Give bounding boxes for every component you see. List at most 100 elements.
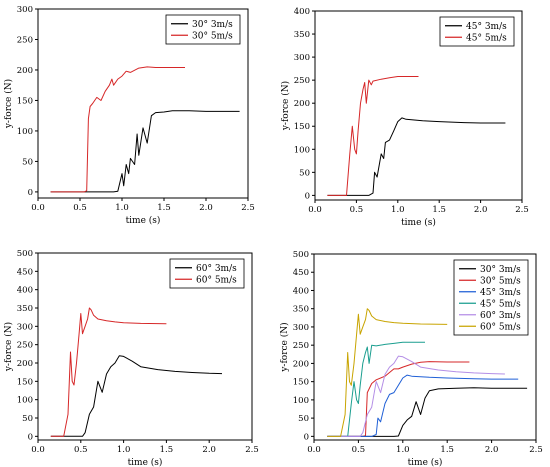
y-tick-label: 0 [28,188,33,198]
legend-entry: 60° 5m/s [480,322,521,332]
x-tick-label: 0.5 [350,205,364,215]
plot-frame [313,253,537,441]
chart-panel-4: 0.0 0.5 1.0 1.5 2.0 2.5 0 50 100 150 200 250 300 350 4… [279,250,543,467]
x-tick-label: 1.5 [440,445,454,455]
series-line-6 [327,308,448,437]
x-axis-title: time (s) [408,457,443,467]
y-tick-label: 150 [294,122,310,132]
legend-entry: 60° 3m/s [196,264,237,274]
legend-entry: 45° 5m/s [480,299,521,309]
x-tick-label: 0.5 [352,445,366,455]
y-tick-label: 500 [293,250,309,260]
y-tick-label: 100 [293,396,309,406]
y-tick-label: 0 [304,432,309,442]
y-tick-label: 200 [294,99,310,109]
x-axis-title: time (s) [126,215,161,226]
y-tick-label: 350 [294,30,310,40]
y-tick-label: 150 [17,377,33,387]
legend-entry: 30° 5m/s [192,31,233,41]
y-tick-label: 150 [17,96,33,106]
x-tick-label: 2.5 [529,445,543,455]
y-tick-label: 0 [305,191,310,201]
y-axis-title: y-force (N) [3,79,14,129]
y-axis-title: y-force (N) [3,322,14,372]
y-tick-label: 250 [17,341,33,351]
series-line-2 [50,307,167,437]
y-tick-label: 250 [294,76,310,86]
legend-box [439,16,515,47]
y-axis-title: y-force (N) [280,81,291,131]
x-tick-label: 0.0 [307,445,321,455]
y-tick-label: 250 [293,341,309,351]
legend-entry: 60° 3m/s [480,311,521,321]
y-tick-label: 50 [22,414,33,424]
y-tick-label: 400 [294,7,310,17]
x-tick-label: 0.0 [308,205,322,215]
y-tick-label: 200 [293,359,309,369]
y-tick-label: 0 [28,432,33,442]
x-tick-label: 1.5 [432,205,446,215]
y-tick-label: 100 [17,127,33,137]
y-tick-label: 400 [17,286,33,296]
plot-frame [37,252,253,441]
x-tick-label: 1.0 [117,445,131,455]
y-tick-label: 350 [293,305,309,315]
y-tick-label: 300 [17,322,33,332]
series-line-1 [327,387,528,437]
y-tick-label: 300 [293,323,309,333]
y-tick-label: 50 [298,414,309,424]
y-tick-label: 250 [17,35,33,45]
series-line-1 [50,110,240,193]
series-line-5 [327,355,505,437]
series-line-3 [327,374,519,437]
chart-panel-1: 0.0 0.5 1.0 1.5 2.0 2.5 0 50 100 150 200 250 300 time… [3,5,255,226]
series-line-4 [327,341,425,437]
x-tick-label: 2.0 [485,445,499,455]
legend-entry: 45° 3m/s [466,22,507,32]
x-tick-label: 1.5 [157,203,171,213]
y-tick-label: 300 [294,53,310,63]
x-tick-label: 0.0 [31,203,45,213]
plot-frame [314,10,523,201]
y-tick-label: 100 [294,145,310,155]
y-tick-label: 450 [17,267,33,277]
series-line-1 [50,355,223,437]
x-tick-label: 2.0 [199,203,213,213]
y-tick-label: 50 [22,157,33,167]
y-tick-label: 350 [17,304,33,314]
chart-panel-2: 0.0 0.5 1.0 1.5 2.0 2.5 0 50 100 150 200 250 300 350 4… [280,7,529,228]
y-tick-label: 200 [17,359,33,369]
x-tick-label: 1.5 [160,445,174,455]
x-tick-label: 0.0 [31,445,45,455]
legend-box [453,259,529,336]
series-line-2 [327,76,419,196]
x-tick-label: 1.0 [396,445,410,455]
x-tick-label: 2.0 [474,205,488,215]
x-tick-label: 1.0 [391,205,405,215]
x-tick-label: 1.0 [115,203,129,213]
y-tick-label: 400 [293,286,309,296]
x-tick-label: 2.5 [245,445,259,455]
legend-entry: 60° 5m/s [196,275,237,285]
series-line-2 [327,361,470,437]
y-tick-label: 500 [17,249,33,259]
y-tick-label: 450 [293,268,309,278]
legend-entry: 30° 3m/s [480,265,521,275]
legend-entry: 30° 3m/s [192,20,233,30]
legend-box [165,14,241,45]
legend-entry: 45° 3m/s [480,288,521,298]
legend-entry: 45° 5m/s [466,33,507,43]
y-tick-label: 50 [299,168,310,178]
x-axis-title: time (s) [128,457,163,467]
x-tick-label: 0.5 [73,203,87,213]
y-tick-label: 150 [293,378,309,388]
y-tick-label: 200 [17,66,33,76]
chart-panel-3: 0.0 0.5 1.0 1.5 2.0 2.5 0 50 100 150 200 250 300 350 4… [3,249,259,467]
legend-box [169,258,245,289]
x-axis-title: time (s) [401,217,436,228]
x-tick-label: 2.0 [202,445,216,455]
plot-frame [37,8,249,199]
y-tick-label: 300 [17,5,33,15]
x-tick-label: 0.5 [74,445,88,455]
